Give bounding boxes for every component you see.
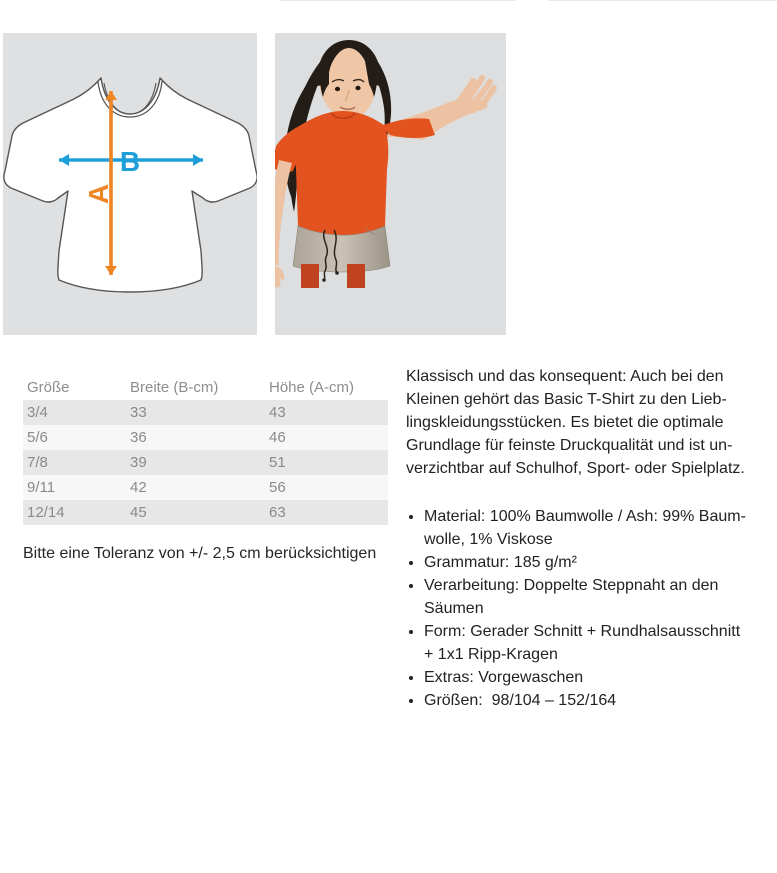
svg-text:B: B <box>120 146 140 177</box>
svg-text:A: A <box>83 184 114 204</box>
